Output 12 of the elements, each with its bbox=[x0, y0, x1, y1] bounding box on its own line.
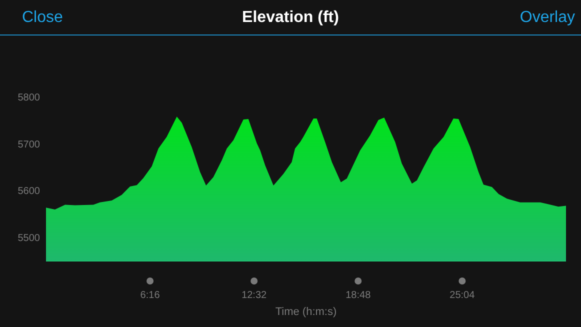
text: Close bbox=[22, 9, 64, 26]
y-tick-label: 5600 bbox=[18, 186, 40, 198]
x-tick-label: 12:32 bbox=[242, 290, 268, 301]
x-axis-title: Time (h:m:s) bbox=[275, 306, 337, 318]
y-tick-label: 5500 bbox=[18, 233, 40, 244]
x-tick-label: 6:16 bbox=[140, 290, 160, 301]
x-tick-label: 25:04 bbox=[450, 290, 476, 301]
text: Overlay bbox=[520, 9, 575, 26]
y-tick-label: 5800 bbox=[18, 92, 40, 104]
y-tick-label: 5700 bbox=[18, 139, 40, 150]
x-tick-label: 18:48 bbox=[346, 290, 372, 301]
chart-title: Elevation (ft) bbox=[242, 9, 339, 26]
